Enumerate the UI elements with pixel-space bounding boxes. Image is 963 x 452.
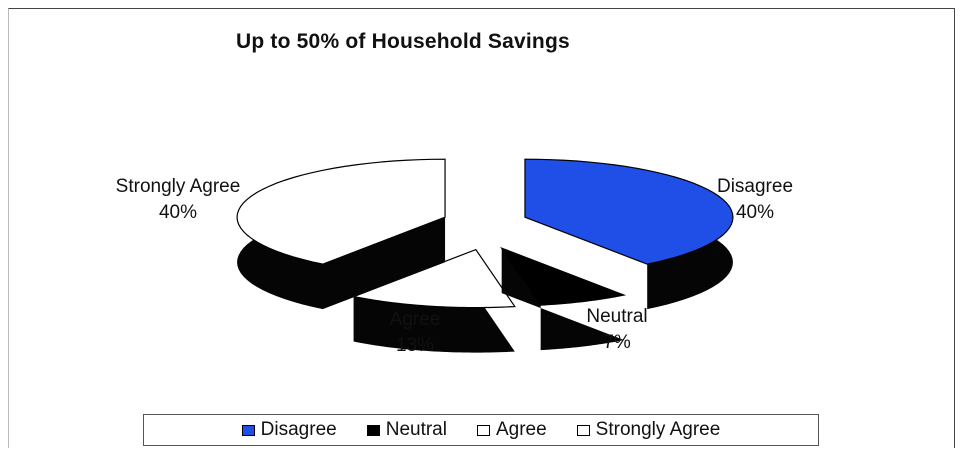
legend-item-neutral: Neutral [366, 419, 447, 441]
slice-label-value-neutral: 7% [603, 332, 631, 353]
pie-slice-top-disagree [524, 158, 734, 265]
pie-slice-neutral [500, 246, 627, 351]
pie-slice-disagree [524, 158, 734, 310]
slice-label-value-disagree: 40% [736, 202, 774, 223]
legend-swatch-disagree [241, 424, 255, 436]
legend-label-neutral: Neutral [385, 419, 447, 440]
pie-slice-strongly-agree [236, 158, 446, 310]
slice-label-name-agree: Agree [390, 309, 441, 330]
slice-label-name-strongly-agree: Strongly Agree [116, 176, 241, 197]
chart-title: Up to 50% of Household Savings [236, 30, 570, 53]
legend-label-agree: Agree [495, 419, 547, 440]
slice-label-name-disagree: Disagree [717, 176, 793, 197]
chart-frame [8, 8, 955, 448]
legend-item-agree: Agree [476, 419, 547, 441]
legend-label-strongly-agree: Strongly Agree [595, 419, 721, 440]
slice-label-name-neutral: Neutral [586, 306, 647, 327]
pie-slice-top-agree [351, 248, 516, 309]
pie-slice-top-neutral [500, 246, 627, 306]
slice-label-value-strongly-agree: 40% [159, 202, 197, 223]
pie-slice-side-agree [353, 249, 515, 353]
legend-label-disagree: Disagree [260, 419, 337, 440]
legend-item-strongly-agree: Strongly Agree [576, 419, 721, 441]
slice-label-value-agree: 13% [396, 335, 434, 356]
pie-slice-top-strongly-agree [236, 158, 446, 265]
legend-swatch-agree [476, 424, 490, 436]
legend-swatch-strongly-agree [576, 424, 590, 436]
legend: Disagree Neutral Agree Strongly Agree [143, 414, 819, 446]
pie-slice-agree [351, 248, 516, 353]
legend-swatch-neutral [366, 424, 380, 436]
legend-item-disagree: Disagree [241, 419, 337, 441]
